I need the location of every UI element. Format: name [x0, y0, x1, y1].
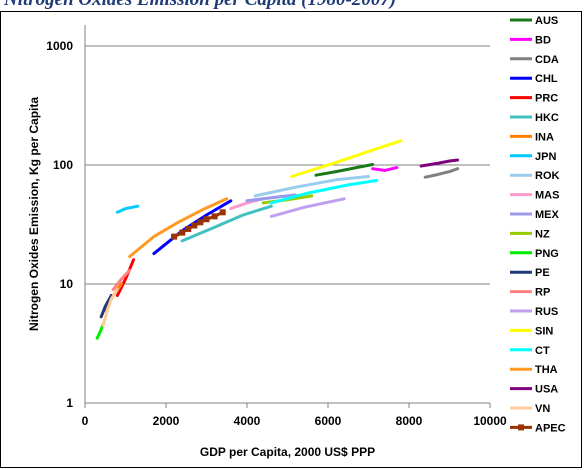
y-tick-label: 100	[53, 158, 73, 172]
y-tick-label: 1	[66, 396, 73, 410]
series-line-sin	[290, 139, 403, 178]
series-tha	[128, 197, 229, 259]
legend-label-png: PNG	[535, 248, 559, 260]
series-line-usa	[419, 158, 460, 168]
legend-label-apec: APEC	[535, 422, 566, 434]
x-tick-label: 4000	[234, 414, 261, 428]
series-pe	[99, 294, 113, 319]
legend-label-rus: RUS	[535, 306, 558, 318]
series-rus	[269, 197, 346, 218]
series-line-pe	[99, 294, 113, 319]
series-line-rok	[253, 175, 370, 198]
series-line-prc	[115, 258, 136, 297]
series-prc	[115, 258, 136, 297]
data-point-apec	[211, 213, 218, 220]
series-line-tha	[128, 197, 229, 259]
series-jpn	[115, 204, 140, 214]
x-tick-label: 6000	[315, 414, 342, 428]
data-point-apec	[185, 225, 192, 232]
series-line-png	[95, 322, 105, 340]
legend-marker-apec	[518, 424, 524, 431]
series-usa	[419, 158, 460, 168]
chart-frame	[0, 11, 582, 468]
legend-label-bd: BD	[535, 34, 551, 46]
series-rp	[111, 268, 132, 291]
legend-label-ct: CT	[535, 345, 550, 357]
series-line-aus	[314, 163, 375, 177]
series-line-vn	[101, 287, 119, 327]
legend-label-cda: CDA	[535, 54, 559, 66]
series-line-rp	[111, 268, 132, 291]
series-line-jpn	[115, 204, 140, 214]
legend-label-aus: AUS	[535, 15, 558, 27]
legend-label-usa: USA	[535, 384, 558, 396]
chart-title-text: Nitrogen Oxides Emission per Capita (198…	[4, 0, 396, 11]
series-mex	[245, 193, 298, 203]
x-tick-label: 10000	[473, 414, 507, 428]
legend-label-vn: VN	[535, 403, 550, 415]
legend-label-hkc: HKC	[535, 112, 559, 124]
x-axis-title: GDP per Capita, 2000 US$ PPP	[200, 445, 375, 459]
legend-label-chl: CHL	[535, 73, 558, 85]
series-line-mex	[245, 193, 298, 203]
legend-label-sin: SIN	[535, 325, 553, 337]
series-ct	[269, 179, 379, 205]
chart-title: Nitrogen Oxides Emission per Capita (198…	[0, 0, 584, 11]
y-axis-title: Nitrogen Oxides Emission, Kg per Capita	[27, 97, 41, 331]
series-line-hkc	[180, 204, 273, 243]
series-aus	[314, 163, 375, 177]
series-png	[95, 322, 105, 340]
series-sin	[290, 139, 403, 178]
legend-label-jpn: JPN	[535, 151, 556, 163]
x-tick-label: 0	[82, 414, 89, 428]
legend-label-nz: NZ	[535, 228, 550, 240]
series-rok	[253, 175, 370, 198]
legend-label-ina: INA	[535, 131, 554, 143]
series-line-bd	[371, 166, 399, 172]
series-vn	[101, 287, 119, 327]
data-point-apec	[171, 233, 178, 240]
series-line-cda	[423, 167, 460, 179]
x-tick-label: 8000	[396, 414, 423, 428]
legend-label-prc: PRC	[535, 93, 558, 105]
legend-label-pe: PE	[535, 267, 550, 279]
legend-label-mas: MAS	[535, 190, 559, 202]
legend-label-mex: MEX	[535, 209, 560, 221]
data-point-apec	[191, 222, 198, 229]
series-bd	[371, 166, 399, 172]
legend-label-tha: THA	[535, 364, 558, 376]
data-point-apec	[203, 216, 210, 223]
legend-label-rp: RP	[535, 287, 550, 299]
series-apec	[171, 209, 226, 240]
legend-label-rok: ROK	[535, 170, 560, 182]
data-point-apec	[197, 219, 204, 226]
series-line-rus	[269, 197, 346, 218]
series-cda	[423, 167, 460, 179]
series-line-ct	[269, 179, 379, 205]
data-point-apec	[179, 229, 186, 236]
series-hkc	[180, 204, 273, 243]
x-tick-label: 2000	[153, 414, 180, 428]
y-tick-label: 10	[60, 277, 74, 291]
y-tick-label: 1000	[46, 39, 73, 53]
data-point-apec	[219, 209, 226, 216]
